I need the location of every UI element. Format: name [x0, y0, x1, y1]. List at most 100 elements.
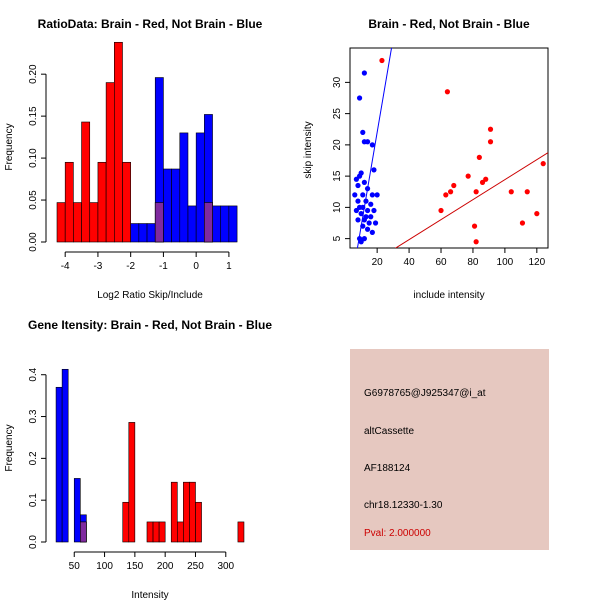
scatter-y-tick-label: 10 — [332, 201, 343, 213]
scatter-point-brain — [379, 57, 385, 64]
scatter-fit-line — [394, 152, 548, 248]
scatter-point-brain — [451, 182, 457, 189]
scatter-point-brain — [443, 192, 449, 198]
scatter-x-label: include intensity — [413, 290, 484, 301]
scatter-point-not-brain — [364, 207, 371, 214]
ratio-histogram-bar-brain — [81, 121, 91, 243]
ratio-histogram-bar-brain — [56, 202, 66, 243]
gene-intensity-bar-brain — [146, 521, 154, 543]
scatter-point-not-brain — [360, 129, 366, 135]
gene-intensity-y-tick-label: 0.0 — [28, 535, 39, 549]
scatter-x-tick-label: 40 — [404, 257, 416, 268]
scatter-y-tick-label: 25 — [332, 108, 343, 120]
ratio-histogram-bar-not-brain — [187, 205, 197, 243]
scatter-fit-lines — [356, 48, 548, 248]
gene-intensity-bar-brain — [195, 501, 202, 543]
ratio-histogram-x-tick-label: -2 — [126, 261, 135, 272]
scatter-point-not-brain — [369, 192, 375, 198]
gene-intensity-bar-not-brain — [55, 386, 63, 543]
ratio-histogram-y-tick-label: 0.20 — [28, 64, 39, 84]
ratio-histogram-bar-not-brain — [212, 205, 222, 243]
gene-intensity-y-axis: 0.0 0.1 0.2 0.3 0.4 — [28, 367, 47, 549]
ratio-histogram-bar-not-brain — [195, 132, 205, 243]
scatter-point-not-brain — [363, 198, 369, 204]
ratio-histogram-x-tick-label: 0 — [193, 261, 199, 272]
p-value: Pval: 2.000000 — [364, 528, 431, 539]
scatter-points — [352, 57, 546, 245]
scatter-point-brain — [479, 179, 486, 185]
scatter-point-not-brain — [371, 167, 377, 173]
scatter-point-not-brain — [355, 198, 361, 204]
ratio-histogram-x-tick-label: -4 — [61, 261, 70, 272]
scatter-y-tick-label: 5 — [332, 235, 343, 241]
scatter-x-tick-label: 80 — [467, 257, 479, 268]
scatter-point-not-brain — [360, 192, 366, 198]
scatter-point-brain — [476, 154, 482, 160]
gene-intensity-bar-overlap — [80, 521, 87, 543]
scatter-point-not-brain — [361, 179, 367, 185]
ratio-histogram-title: RatioData: Brain - Red, Not Brain - Blue — [38, 17, 263, 31]
gene-intensity-bar-brain — [176, 521, 184, 543]
scatter-point-brain — [487, 126, 494, 132]
gene-intensity-bar-brain — [170, 481, 178, 543]
gene-intensity-x-label: Intensity — [131, 590, 168, 600]
gene-intensity-bar-brain — [189, 481, 196, 543]
ratio-histogram-bar-overlap — [154, 202, 164, 243]
ratio-histogram-x-tick-label: 1 — [226, 261, 232, 272]
ratio-histogram-y-axis: 0.00 0.05 0.10 0.15 0.20 — [28, 64, 47, 252]
scatter-point-not-brain — [361, 217, 367, 223]
ratio-histogram-y-label: Frequency — [4, 123, 15, 170]
probe-info-background — [350, 349, 549, 550]
scatter-x-tick-label: 60 — [435, 257, 447, 268]
ratio-histogram-bar-overlap — [204, 202, 213, 243]
chromosome-location: chr18.12330-1.30 — [364, 500, 443, 511]
scatter-point-brain — [524, 189, 530, 195]
gene-intensity-y-tick-label: 0.1 — [28, 493, 39, 507]
scatter-x-tick-label: 120 — [528, 257, 545, 268]
gene-intensity-title: Gene Itensity: Brain - Red, Not Brain - … — [28, 318, 272, 332]
accession: AF188124 — [364, 463, 411, 474]
gene-intensity-bar-brain — [183, 481, 190, 543]
scatter-point-brain — [447, 189, 454, 195]
gene-intensity-x-tick-label: 250 — [187, 561, 204, 572]
scatter-point-not-brain — [368, 201, 374, 207]
gene-intensity-y-label: Frequency — [4, 424, 15, 471]
scatter-y-axis: 5 10 15 20 25 30 — [332, 76, 350, 241]
scatter-point-not-brain — [366, 220, 372, 226]
probe-id: G6978765@J925347@i_at — [364, 388, 486, 399]
ratio-histogram-bar-brain — [114, 41, 123, 243]
gene-intensity-x-tick-label: 200 — [157, 561, 174, 572]
ratio-histogram-bar-not-brain — [179, 132, 189, 243]
ratio-histogram-bar-brain — [89, 202, 99, 243]
gene-intensity-bar-not-brain — [61, 368, 69, 543]
scatter-point-not-brain — [361, 236, 367, 242]
ratio-histogram-x-tick-label: -1 — [159, 261, 168, 272]
intensity-scatter-panel: Brain - Red, Not Brain - Blue 20 40 60 80 10… — [303, 17, 549, 301]
scatter-point-brain — [483, 176, 489, 182]
gene-intensity-bar-not-brain — [73, 478, 81, 543]
ratio-histogram-y-tick-label: 0.05 — [28, 190, 39, 210]
scatter-point-brain — [465, 173, 471, 179]
scatter-y-tick-label: 15 — [332, 170, 343, 182]
scatter-point-brain — [473, 189, 479, 195]
ratio-histogram-x-tick-label: -3 — [93, 261, 102, 272]
gene-intensity-bar-brain — [158, 521, 166, 543]
scatter-y-tick-label: 20 — [332, 139, 343, 151]
gene-intensity-bar-brain — [122, 501, 130, 543]
scatter-point-not-brain — [358, 211, 364, 217]
gene-intensity-y-tick-label: 0.3 — [28, 409, 39, 423]
gene-intensity-y-tick-label: 0.2 — [28, 451, 39, 465]
scatter-x-tick-label: 20 — [372, 257, 384, 268]
gene-intensity-x-tick-label: 50 — [69, 561, 81, 572]
scatter-x-axis: 20 40 60 80 100 120 — [372, 248, 546, 268]
scatter-point-brain — [487, 139, 494, 145]
scatter-fit-line — [356, 48, 393, 248]
scatter-point-not-brain — [356, 95, 363, 101]
scatter-point-not-brain — [371, 207, 377, 214]
scatter-point-brain — [471, 223, 478, 229]
ratio-histogram-panel: RatioData: Brain - Red, Not Brain - Blue… — [4, 17, 263, 301]
gene-intensity-histogram-panel: Gene Itensity: Brain - Red, Not Brain - … — [4, 318, 272, 600]
scatter-point-brain — [508, 189, 514, 195]
scatter-point-not-brain — [355, 182, 361, 189]
